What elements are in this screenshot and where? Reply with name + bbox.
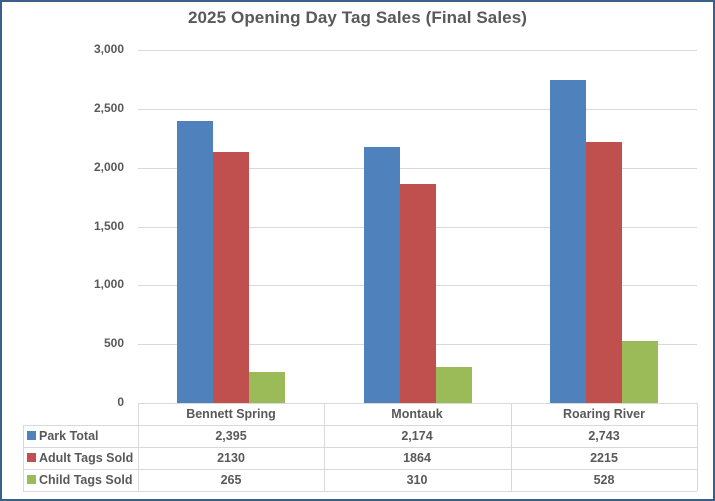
table-gridline <box>138 403 697 404</box>
bar-child-tags-sold <box>622 341 658 403</box>
table-cell: 2130 <box>217 451 245 465</box>
table-gridline <box>324 403 325 491</box>
table-gridline <box>511 403 512 491</box>
y-axis-tick-label: 1,500 <box>93 219 124 233</box>
table-gridline <box>23 425 697 426</box>
table-cell: 310 <box>406 473 428 487</box>
gridline <box>138 109 697 110</box>
bar-adult-tags-sold <box>400 184 436 403</box>
category-label: Montauk <box>391 407 443 421</box>
y-axis-tick-label: 500 <box>103 336 124 350</box>
table-gridline <box>23 447 697 448</box>
legend-label: Adult Tags Sold <box>39 451 134 465</box>
y-axis-tick-label: 1,000 <box>93 277 124 291</box>
table-cell: 2,395 <box>215 429 247 443</box>
bar-adult-tags-sold <box>586 142 622 403</box>
bar-child-tags-sold <box>249 372 285 403</box>
legend-color-key-icon <box>27 453 36 462</box>
table-cell: 1864 <box>403 451 431 465</box>
legend-entry: Park Total <box>27 425 99 447</box>
bar-park-total <box>177 121 213 403</box>
category-label: Bennett Spring <box>186 407 276 421</box>
legend-color-key-icon <box>27 475 36 484</box>
table-cell: 265 <box>220 473 242 487</box>
y-axis-tick-label: 3,000 <box>93 42 124 56</box>
table-cell: 528 <box>593 473 615 487</box>
bar-park-total <box>550 80 586 403</box>
table-cell: 2215 <box>590 451 618 465</box>
bar-child-tags-sold <box>436 367 472 403</box>
y-axis-tick-label: 2,000 <box>93 160 124 174</box>
gridline <box>138 168 697 169</box>
legend-color-key-icon <box>27 431 36 440</box>
y-axis-tick-label: 2,500 <box>93 101 124 115</box>
table-cell: 2,743 <box>588 429 620 443</box>
legend-label: Child Tags Sold <box>39 473 133 487</box>
table-gridline <box>23 425 24 491</box>
legend-entry: Adult Tags Sold <box>27 447 133 469</box>
bar-adult-tags-sold <box>213 152 249 403</box>
category-label: Roaring River <box>563 407 645 421</box>
gridline <box>138 50 697 51</box>
y-axis-tick-label: 0 <box>117 395 124 409</box>
chart-title: 2025 Opening Day Tag Sales (Final Sales) <box>187 8 528 27</box>
table-gridline <box>23 469 697 470</box>
table-gridline <box>138 403 139 491</box>
table-cell: 2,174 <box>401 429 433 443</box>
legend-label: Park Total <box>39 429 99 443</box>
table-gridline <box>23 491 697 492</box>
table-gridline <box>697 403 698 491</box>
legend-entry: Child Tags Sold <box>27 469 133 491</box>
bar-park-total <box>364 147 400 403</box>
